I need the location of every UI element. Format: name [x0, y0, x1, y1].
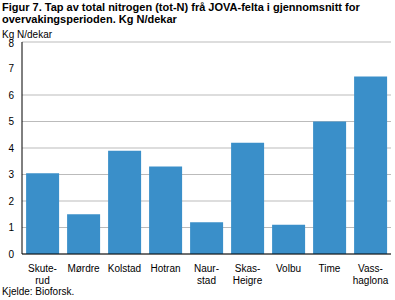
- svg-text:7: 7: [8, 63, 14, 74]
- svg-text:1: 1: [8, 222, 14, 233]
- html-text:Kg N/dekar: Kg N/dekar: [2, 29, 52, 40]
- svg-text:Skute-rud: Skute-rud: [28, 263, 57, 286]
- svg-text:3: 3: [8, 169, 14, 180]
- svg-text:6: 6: [8, 90, 14, 101]
- svg-text:Naur-stad: Naur-stad: [194, 263, 219, 286]
- svg-text:Hotran: Hotran: [150, 263, 180, 274]
- html-text:Figur 7. Tap av total nitrogen: Figur 7. Tap av total nitrogen (tot-N) f…: [2, 1, 360, 25]
- svg-text:5: 5: [8, 116, 14, 127]
- svg-text:Vass-haglona: Vass-haglona: [353, 263, 387, 286]
- svg-text:Time: Time: [319, 263, 341, 274]
- svg-text:Mørdre: Mørdre: [67, 263, 100, 274]
- svg-text:Skas-Heigre: Skas-Heigre: [233, 263, 263, 286]
- svg-text:Volbu: Volbu: [276, 263, 301, 274]
- svg-text:8: 8: [8, 38, 14, 49]
- svg-text:Kolstad: Kolstad: [108, 263, 141, 274]
- svg-text:2: 2: [8, 196, 14, 207]
- html-text:Kjelde: Bioforsk.: Kjelde: Bioforsk.: [2, 286, 75, 297]
- svg-text:4: 4: [8, 143, 14, 154]
- svg-text:0: 0: [8, 249, 14, 260]
